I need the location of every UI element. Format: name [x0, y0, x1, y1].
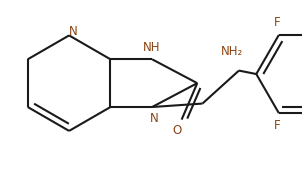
- Text: F: F: [274, 16, 280, 29]
- Text: N: N: [150, 112, 159, 125]
- Text: F: F: [274, 119, 280, 132]
- Text: N: N: [69, 25, 78, 38]
- Text: NH₂: NH₂: [221, 45, 243, 58]
- Text: O: O: [173, 124, 182, 137]
- Text: NH: NH: [143, 41, 161, 54]
